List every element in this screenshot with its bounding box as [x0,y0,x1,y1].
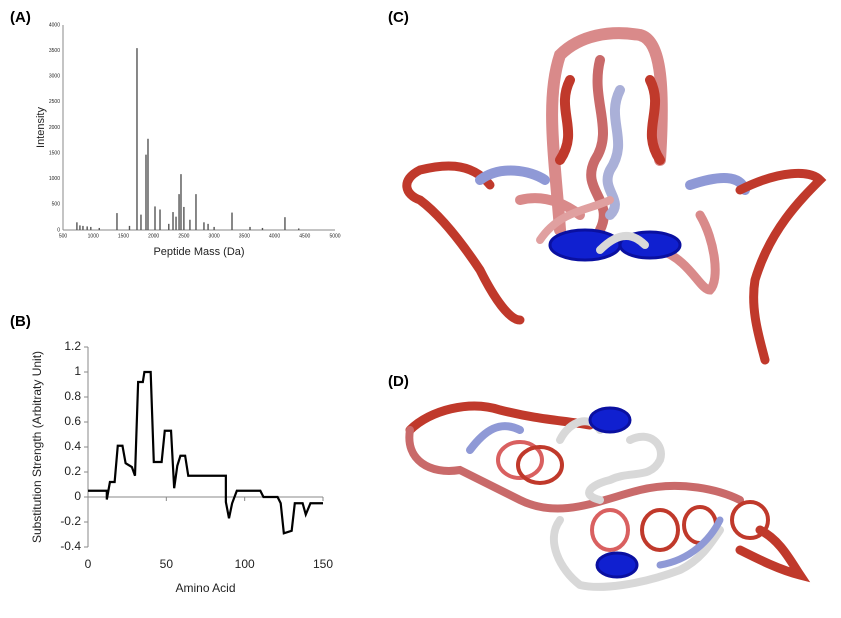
y-axis-label: Substitution Strength (Arbitraty Unit) [30,351,44,543]
y-tick-label: 0 [57,227,60,233]
x-tick-label: 4500 [299,233,310,239]
x-tick-label: 5000 [329,233,340,239]
y-tick-label: -0.2 [60,514,81,528]
y-tick-label: 3000 [49,74,60,80]
y-axis-label: Intensity [35,107,47,148]
y-tick-label: -0.4 [60,539,81,553]
data-line [88,370,323,535]
y-tick-label: 0.4 [64,439,81,453]
x-tick-label: 150 [313,557,333,571]
y-tick-label: 4000 [49,22,60,28]
x-tick-label: 3500 [239,233,250,239]
x-tick-label: 100 [235,557,255,571]
x-tick-label: 1000 [88,233,99,239]
x-tick-label: 0 [85,557,92,571]
x-axis-label: Amino Acid [175,581,235,595]
y-tick-label: 1.2 [64,339,81,353]
y-tick-label: 2500 [49,99,60,105]
y-tick-label: 3500 [49,48,60,54]
y-tick-label: 1 [74,364,81,378]
panel-label: (A) [10,9,31,26]
panel-label: (D) [388,373,409,390]
y-tick-label: 2000 [49,125,60,131]
y-tick-label: 1500 [49,150,60,156]
panel-label: (C) [388,9,409,26]
x-tick-label: 50 [160,557,174,571]
y-tick-label: 0.6 [64,414,81,428]
x-tick-label: 2500 [178,233,189,239]
y-tick-label: 0 [74,489,81,503]
y-tick-label: 0.8 [64,389,81,403]
x-tick-label: 1500 [118,233,129,239]
x-tick-label: 3000 [209,233,220,239]
x-tick-label: 500 [59,233,68,239]
panel-label: (B) [10,313,31,330]
x-tick-label: 2000 [148,233,159,239]
protein-structure-d [405,401,811,591]
y-tick-label: 500 [52,202,61,208]
y-tick-label: 1000 [49,176,60,182]
x-axis-label: Peptide Mass (Da) [153,246,244,258]
protein-structure-c [402,27,827,365]
x-tick-label: 4000 [269,233,280,239]
y-tick-label: 0.2 [64,464,81,478]
